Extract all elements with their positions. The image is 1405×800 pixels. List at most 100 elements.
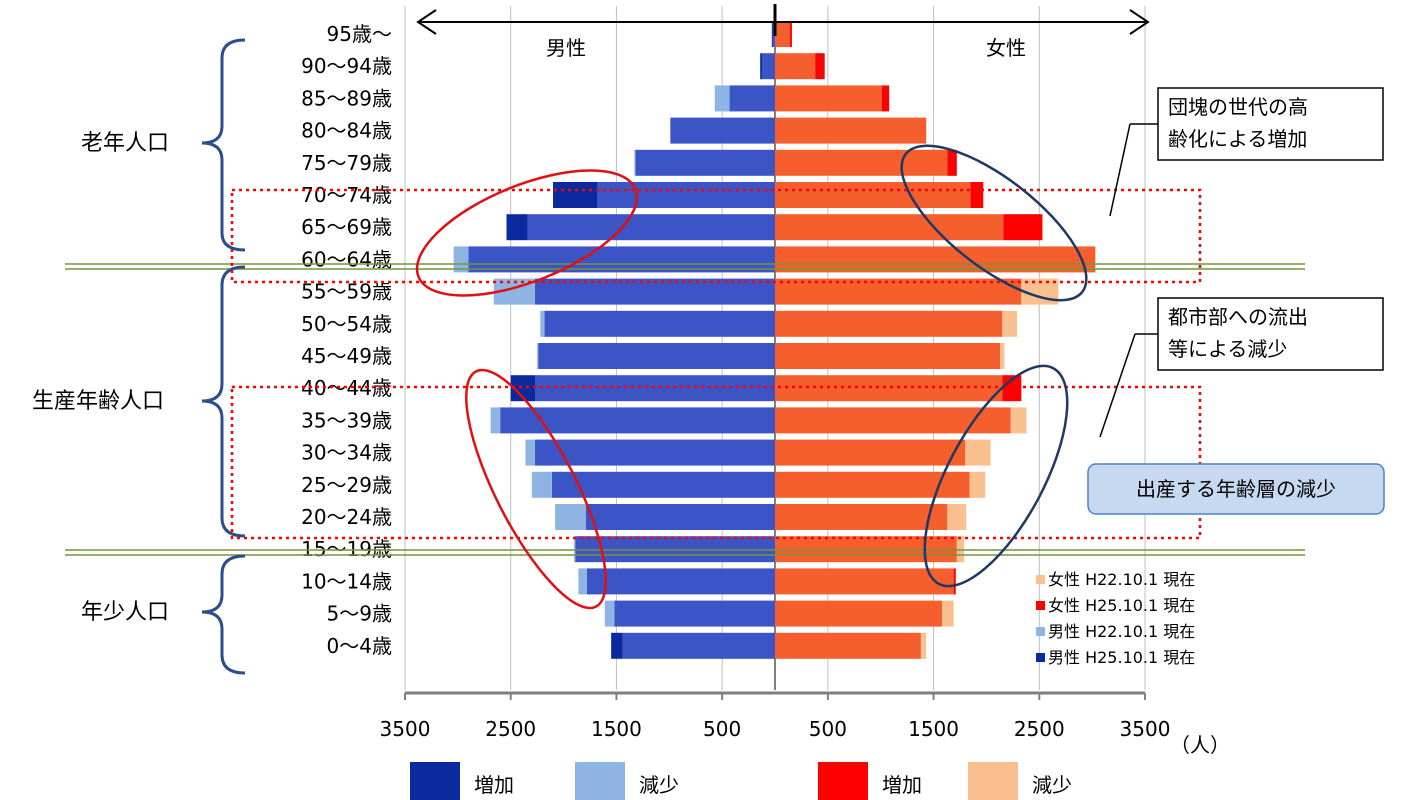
x-tick-label: 1500	[591, 717, 642, 741]
legend-entry-label: 女性 H25.10.1 現在	[1048, 596, 1195, 615]
male-bar	[670, 117, 775, 144]
female-bar	[775, 343, 1001, 369]
age-category-label: 50～54歳	[301, 312, 392, 336]
male-increase-bar	[760, 53, 763, 80]
female-decrease-bar	[947, 504, 967, 530]
male-decrease-bar	[453, 246, 469, 273]
legend-entry-label: 男性 H25.10.1 現在	[1048, 648, 1195, 667]
age-category-label: 70～74歳	[301, 183, 392, 207]
male-bar	[551, 471, 775, 498]
working-age-brace	[201, 265, 246, 538]
grid-layer: 3500 2500 1500 500 500 1500 2500 3500 95歳～ 90～94歳…	[301, 6, 1170, 741]
age-category-label: 90～94歳	[301, 54, 392, 78]
female-bar	[775, 600, 943, 627]
male-decrease-bar	[714, 85, 730, 112]
female-increase-bar	[970, 182, 984, 208]
bottom-legend: 増加 減少 増加 減少	[410, 762, 1072, 800]
bottom-legend-label: 増加	[474, 773, 514, 797]
bottom-legend-label: 減少	[639, 773, 679, 797]
male-decrease-bar	[525, 439, 536, 466]
female-decrease-bar	[1010, 407, 1027, 434]
callout-dankai: 団塊の世代の高 齢化による増加	[1109, 87, 1384, 217]
highlight-box-elderly	[230, 188, 1202, 284]
age-category-label: 20～24歳	[301, 505, 392, 529]
female-increase-bar	[1003, 214, 1043, 241]
ellipse-male-elderly	[415, 169, 639, 297]
male-decrease-bar	[531, 471, 552, 498]
legend-entry-label: 男性 H22.10.1 現在	[1048, 622, 1195, 641]
legend-swatch	[1036, 627, 1045, 636]
x-tick-label: 500	[703, 717, 741, 741]
female-bar	[775, 375, 1003, 402]
male-bar	[527, 214, 775, 241]
x-tick-label: 1500	[908, 717, 959, 741]
bottom-legend-swatch	[968, 762, 1018, 800]
legend-entry-label: 女性 H22.10.1 現在	[1048, 570, 1195, 589]
male-increase-bar	[771, 21, 773, 47]
elderly-group-label: 老年人口	[81, 131, 169, 156]
x-tick-label: 500	[809, 717, 847, 741]
female-bar	[775, 53, 816, 80]
female-increase-bar	[881, 85, 890, 112]
female-bar	[775, 182, 971, 208]
male-increase-bar	[506, 214, 528, 241]
male-bar	[468, 246, 775, 273]
legend-swatch	[1036, 575, 1045, 584]
bottom-legend-swatch	[818, 762, 868, 800]
male-increase-bar	[553, 182, 598, 208]
age-category-label: 35～39歳	[301, 408, 392, 432]
male-bar	[544, 310, 775, 337]
female-side-label: 女性	[986, 36, 1026, 60]
elderly-brace	[201, 38, 246, 252]
female-bar	[775, 21, 790, 47]
male-bar	[585, 504, 775, 530]
female-increase-bar	[815, 53, 825, 80]
direction-arrow	[416, 4, 1150, 36]
bars-layer	[453, 21, 1096, 659]
female-bar	[775, 117, 927, 144]
age-category-label: 25～29歳	[301, 473, 392, 497]
ellipse-male-working	[465, 368, 607, 610]
male-bar	[762, 53, 775, 80]
callout-dankai-text: 団塊の世代の高 齢化による増加	[1168, 95, 1314, 151]
male-bar	[635, 149, 775, 176]
female-increase-bar	[947, 149, 957, 176]
age-group-braces	[201, 38, 246, 675]
female-decrease-bar	[920, 632, 927, 659]
age-category-label: 65～69歳	[301, 215, 392, 239]
x-tick-label: 2500	[1014, 717, 1065, 741]
female-increase-bar	[789, 21, 792, 47]
female-increase-bar	[953, 568, 956, 595]
age-category-label: 10～14歳	[301, 569, 392, 593]
male-decrease-bar	[578, 568, 587, 595]
legend-swatch	[1036, 601, 1045, 610]
female-bar	[775, 407, 1011, 434]
bottom-legend-label: 増加	[882, 773, 922, 797]
male-bar	[597, 182, 775, 208]
male-side-label: 男性	[546, 36, 586, 60]
female-bar	[775, 214, 1004, 241]
overlay-layer	[65, 144, 1305, 610]
unit-label: （人）	[1170, 733, 1230, 757]
age-category-label: 55～59歳	[301, 280, 392, 304]
male-decrease-bar	[537, 343, 539, 369]
x-tick-label: 3500	[380, 717, 431, 741]
callout-outflow-text: 都市部への流出 等による減少	[1168, 305, 1314, 361]
age-category-label: 75～79歳	[301, 151, 392, 175]
male-bar	[535, 439, 775, 466]
bottom-legend-swatch	[575, 762, 625, 800]
age-category-label: 30～34歳	[301, 441, 392, 465]
female-decrease-bar	[969, 471, 986, 498]
male-increase-bar	[611, 632, 623, 659]
female-bar	[775, 632, 921, 659]
male-bar	[729, 85, 775, 112]
male-bar	[622, 632, 775, 659]
age-category-label: 0～4歳	[327, 634, 392, 658]
male-decrease-bar	[540, 310, 545, 337]
female-bar	[775, 568, 954, 595]
male-bar	[586, 568, 775, 595]
callout-childbearing: 出産する年齢層の減少	[1087, 463, 1385, 515]
x-tick-label: 2500	[485, 717, 536, 741]
female-decrease-bar	[1000, 343, 1005, 369]
